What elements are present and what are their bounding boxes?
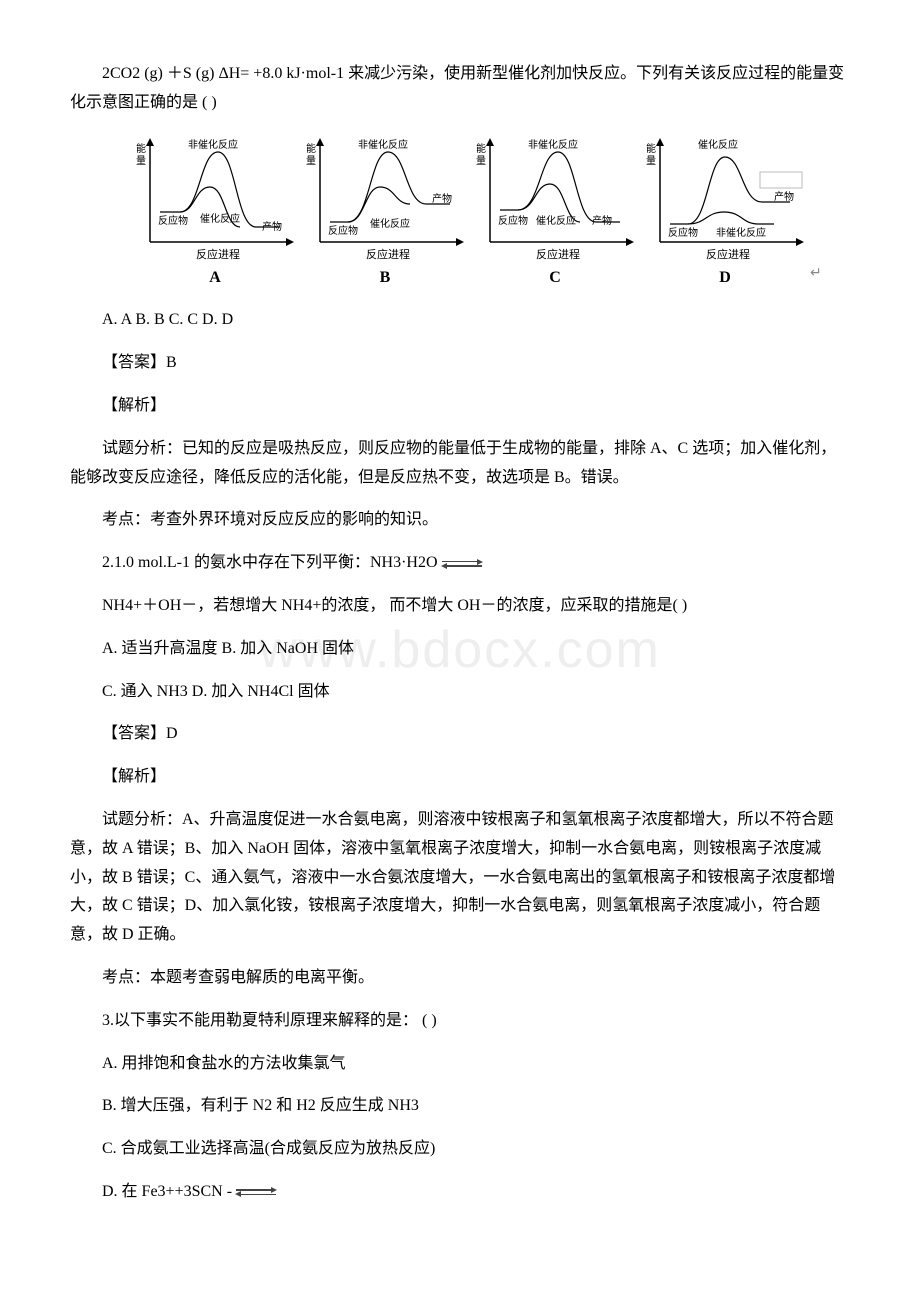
svg-text:反应进程: 反应进程 <box>196 247 240 261</box>
svg-text:产物: 产物 <box>432 192 452 205</box>
equilibrium-arrow-icon <box>442 558 482 570</box>
svg-text:反应进程: 反应进程 <box>706 247 750 261</box>
q2-analysis: 试题分析：A、升高温度促进一水合氨电离，则溶液中铵根离子和氢氧根离子浓度都增大，… <box>70 806 850 950</box>
svg-text:产物: 产物 <box>262 220 282 233</box>
diagram-row: 能 量 非催化反应 反应物 催化反应 产物 反应进程 A 能 量 非催化反应 反… <box>130 132 790 293</box>
diagram-a: 能 量 非催化反应 反应物 催化反应 产物 反应进程 A <box>130 132 300 293</box>
svg-text:催化反应: 催化反应 <box>698 138 738 151</box>
energy-diagram-a: 能 量 非催化反应 反应物 催化反应 产物 反应进程 <box>130 132 300 262</box>
svg-text:催化反应: 催化反应 <box>200 212 240 225</box>
q2-stem1-text: 2.1.0 mol.L-1 的氨水中存在下列平衡：NH3·H2O <box>102 554 438 571</box>
svg-text:反应物: 反应物 <box>668 226 698 239</box>
question1-stem: 2CO2 (g) ＋S (g) ΔH= +8.0 kJ·mol-1 来减少污染，… <box>70 60 850 118</box>
svg-text:催化反应: 催化反应 <box>536 214 576 227</box>
diagram-b: 能 量 非催化反应 反应物 催化反应 产物 反应进程 B <box>300 132 470 293</box>
q3-option-b: B. 增大压强，有利于 N2 和 H2 反应生成 NH3 <box>70 1092 850 1121</box>
svg-text:反应物: 反应物 <box>498 214 528 227</box>
diagram-label-c: C <box>549 264 561 293</box>
svg-text:反应物: 反应物 <box>328 224 358 237</box>
q1-analysis: 试题分析：已知的反应是吸热反应，则反应物的能量低于生成物的能量，排除 A、C 选… <box>70 435 850 493</box>
svg-text:非催化反应: 非催化反应 <box>528 138 578 151</box>
svg-text:非催化反应: 非催化反应 <box>358 138 408 151</box>
q1-options: A. A B. B C. C D. D <box>70 306 850 335</box>
svg-text:量: 量 <box>646 155 656 167</box>
energy-diagram-b: 能 量 非催化反应 反应物 催化反应 产物 反应进程 <box>300 132 470 262</box>
svg-text:能: 能 <box>136 142 146 155</box>
diagram-c: 能 量 非催化反应 反应物 催化反应 产物 反应进程 C <box>470 132 640 293</box>
q2-option-ab: A. 适当升高温度 B. 加入 NaOH 固体 <box>70 635 850 664</box>
svg-text:量: 量 <box>306 155 316 167</box>
q1-answer: 【答案】B <box>70 349 850 378</box>
q2-option-cd: C. 通入 NH3 D. 加入 NH4Cl 固体 <box>70 678 850 707</box>
svg-text:量: 量 <box>476 155 486 167</box>
svg-text:能: 能 <box>476 142 486 155</box>
svg-text:非催化反应: 非催化反应 <box>188 138 238 151</box>
svg-text:反应进程: 反应进程 <box>366 247 410 261</box>
equilibrium-arrow-icon <box>236 1186 276 1198</box>
svg-text:量: 量 <box>136 155 146 167</box>
svg-text:反应物: 反应物 <box>158 214 188 227</box>
svg-text:催化反应: 催化反应 <box>370 217 410 230</box>
q3-stem: 3.以下事实不能用勒夏特利原理来解释的是： ( ) <box>70 1007 850 1036</box>
svg-text:能: 能 <box>306 142 316 155</box>
svg-text:产物: 产物 <box>774 190 794 203</box>
q3-d-text: D. 在 Fe3++3SCN - <box>102 1183 232 1200</box>
energy-diagram-d: 能 量 催化反应 反应物 非催化反应 产物 反应进程 <box>640 132 810 262</box>
eol-mark-icon: ↵ <box>810 261 822 286</box>
q2-jiexi-label: 【解析】 <box>70 763 850 792</box>
diagram-label-a: A <box>209 264 221 293</box>
energy-diagram-c: 能 量 非催化反应 反应物 催化反应 产物 反应进程 <box>470 132 640 262</box>
q3-option-c: C. 合成氨工业选择高温(合成氨反应为放热反应) <box>70 1135 850 1164</box>
q3-option-a: A. 用排饱和食盐水的方法收集氯气 <box>70 1050 850 1079</box>
q2-stem-line1: 2.1.0 mol.L-1 的氨水中存在下列平衡：NH3·H2O <box>70 549 850 578</box>
q2-kaodian: 考点：本题考查弱电解质的电离平衡。 <box>70 964 850 993</box>
svg-text:能: 能 <box>646 142 656 155</box>
svg-text:反应进程: 反应进程 <box>536 247 580 261</box>
diagram-d: 能 量 催化反应 反应物 非催化反应 产物 反应进程 D <box>640 132 810 293</box>
diagram-label-b: B <box>380 264 391 293</box>
q2-stem-line2: NH4+＋OH－，若想增大 NH4+的浓度， 而不增大 OH－的浓度，应采取的措… <box>70 592 850 621</box>
q2-stem2-text: NH4+＋OH－，若想增大 NH4+的浓度， 而不增大 OH－的浓度，应采取的措… <box>102 597 687 614</box>
q3-option-d: D. 在 Fe3++3SCN - <box>70 1178 850 1207</box>
q1-jiexi-label: 【解析】 <box>70 392 850 421</box>
q2-answer: 【答案】D <box>70 720 850 749</box>
q1-kaodian: 考点：考查外界环境对反应反应的影响的知识。 <box>70 506 850 535</box>
svg-text:非催化反应: 非催化反应 <box>716 226 766 239</box>
diagram-label-d: D <box>719 264 731 293</box>
svg-text:产物: 产物 <box>592 214 612 227</box>
